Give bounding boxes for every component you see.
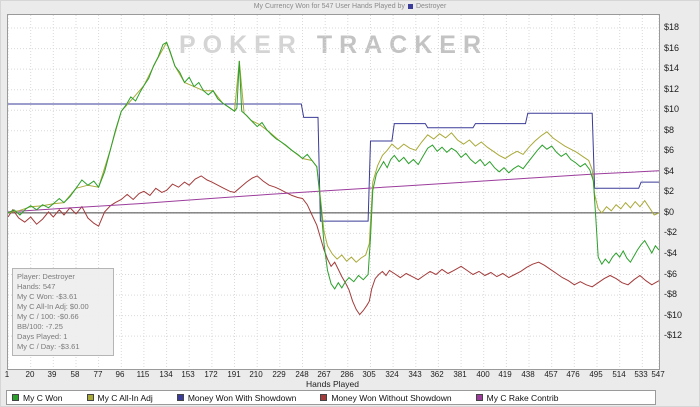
x-tick-label: 305 <box>362 370 376 379</box>
series-my-c-won <box>8 41 659 290</box>
legend-swatch-icon <box>176 394 184 401</box>
x-tick-label: 286 <box>340 370 354 379</box>
x-tick-label: 96 <box>115 370 125 379</box>
legend-swatch-icon <box>86 394 94 401</box>
y-tick-label: $8 <box>664 125 675 135</box>
legend-label: Money Won Without Showdown <box>331 392 452 403</box>
x-tick-label: 191 <box>227 370 241 379</box>
legend-swatch-icon <box>475 394 483 401</box>
x-tick-label: 153 <box>181 370 195 379</box>
pokertracker-watermark: POKER TRACKER <box>8 31 659 60</box>
x-tick-label: 115 <box>136 370 150 379</box>
x-tick-label: 547 <box>651 370 665 379</box>
legend-label: My C Won <box>23 392 63 403</box>
player-legend-marker-icon <box>407 3 413 9</box>
stats-info-line: Player: Destroyer <box>17 272 75 281</box>
y-tick-label: $10 <box>664 104 680 114</box>
x-tick-label: 514 <box>612 370 626 379</box>
series-my-c-rake-contrib <box>8 170 659 213</box>
stats-info-line: Hands: 547 <box>17 282 56 291</box>
x-tick-label: 210 <box>249 370 263 379</box>
x-axis: 1 20 39 58 77 96 115 134 153 172 191 210 229 248 267 28… <box>4 370 665 379</box>
y-tick-label: -$8 <box>664 289 678 299</box>
y-tick-label: $0 <box>664 207 675 217</box>
x-axis-title: Hands Played <box>306 379 359 389</box>
x-tick-label: 457 <box>544 370 558 379</box>
chart-canvas <box>8 15 659 369</box>
watermark-tracker: TRACKER <box>316 31 489 59</box>
legend-label: My C Rake Contrib <box>486 392 559 403</box>
x-tick-label: 134 <box>159 370 173 379</box>
legend-item-my-c-won: My C Won <box>12 393 63 403</box>
y-tick-label: $14 <box>664 63 680 73</box>
x-tick-label: 248 <box>295 370 309 379</box>
legend-label: My C All-In Adj <box>97 392 153 403</box>
watermark-poker: POKER <box>178 31 303 59</box>
stats-info-line: Days Played: 1 <box>17 332 68 341</box>
plot-area: POKER TRACKER Player: Destroyer Hands: 54… <box>7 14 660 370</box>
legend-item-money-won-without-showdown: Money Won Without Showdown <box>320 392 452 403</box>
x-tick-label: 267 <box>317 370 331 379</box>
x-tick-label: 533 <box>634 370 648 379</box>
x-tick-label: 58 <box>70 370 80 379</box>
y-tick-label: $16 <box>664 43 680 53</box>
stats-info-line: My C All-In Adj: $0.00 <box>17 302 89 311</box>
chart-title: My Currency Won for 547 User Hands Playe… <box>1 3 699 10</box>
x-tick-label: 77 <box>93 370 103 379</box>
y-tick-label: -$10 <box>664 310 683 320</box>
x-tick-label: 400 <box>476 370 490 379</box>
stats-info-line: BB/100: -7.25 <box>17 322 63 331</box>
y-tick-label: -$6 <box>664 269 678 279</box>
x-tick-label: 419 <box>498 370 512 379</box>
y-tick-label: -$2 <box>664 227 678 237</box>
series-money-won-with-showdown <box>8 103 659 222</box>
y-tick-label: -$12 <box>664 330 683 340</box>
legend-item-my-c-rake-contrib: My C Rake Contrib <box>475 392 559 403</box>
x-tick-label: 495 <box>589 370 603 379</box>
chart-title-player: Destroyer <box>415 3 447 10</box>
legend-swatch-icon <box>12 394 19 401</box>
x-tick-label: 476 <box>566 370 580 379</box>
x-tick-label: 39 <box>47 370 57 379</box>
y-tick-label: $4 <box>664 166 675 176</box>
y-tick-label: $12 <box>664 84 680 94</box>
x-tick-label: 362 <box>430 370 444 379</box>
y-axis: $18 $16 $14 $12 $10 $8 $6 $4 $2 $0 -$2 -$4 -$6 -$8 -$1… <box>662 14 699 368</box>
y-tick-label: $6 <box>664 145 675 155</box>
stats-info-line: My C Won: -$3.61 <box>17 292 78 301</box>
x-tick-label: 438 <box>521 370 535 379</box>
y-tick-label: -$4 <box>664 248 678 258</box>
x-tick-label: 229 <box>272 370 286 379</box>
legend-swatch-icon <box>320 394 328 401</box>
x-tick-label: 1 <box>4 370 10 379</box>
y-tick-label: $18 <box>664 22 680 32</box>
chart-title-text: My Currency Won for 547 User Hands Playe… <box>253 3 405 10</box>
x-tick-label: 324 <box>385 370 399 379</box>
stats-info-line: My C / Day: -$3.61 <box>17 342 80 351</box>
x-tick-label: 20 <box>25 370 35 379</box>
legend: My C Won My C All-In Adj Money Won With Sh… <box>6 390 656 405</box>
x-tick-label: 381 <box>453 370 467 379</box>
legend-label: Money Won With Showdown <box>187 392 297 403</box>
y-tick-label: $2 <box>664 186 675 196</box>
x-tick-label: 172 <box>204 370 218 379</box>
series-money-won-without-showdown <box>8 175 659 316</box>
legend-item-my-c-all-in-adj: My C All-In Adj <box>86 392 153 403</box>
stats-info-box: Player: Destroyer Hands: 547 My C Won: -$3… <box>12 268 114 356</box>
x-tick-label: 343 <box>408 370 422 379</box>
stats-info-line: My C / 100: -$0.66 <box>17 312 79 321</box>
series-my-c-all-in-adj <box>8 41 659 263</box>
legend-item-money-won-with-showdown: Money Won With Showdown <box>176 392 297 403</box>
